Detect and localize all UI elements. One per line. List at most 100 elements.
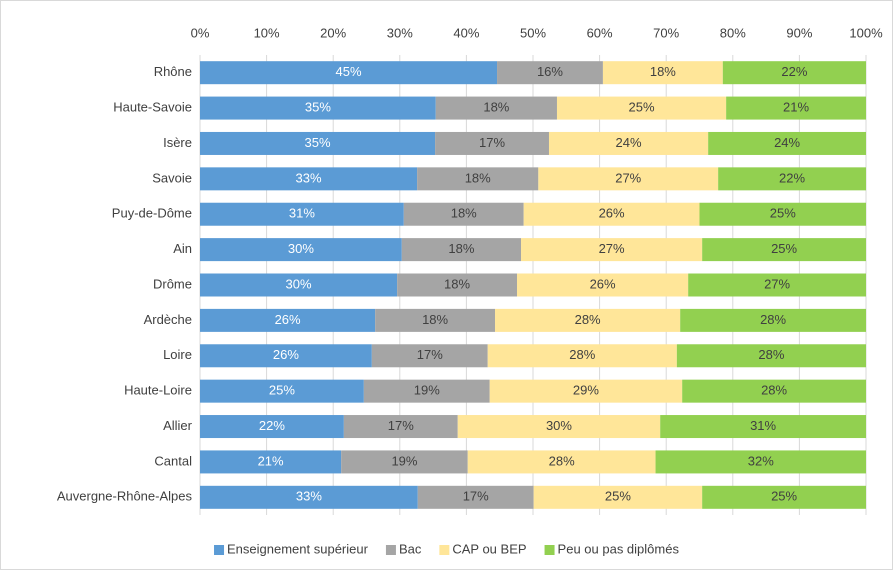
legend-swatch (385, 545, 396, 555)
data-label: 31% (750, 418, 776, 433)
bar-segment (533, 485, 703, 509)
data-label: 17% (417, 347, 443, 362)
bar-segment (200, 96, 436, 120)
bar-segment (371, 344, 488, 368)
x-tick-label: 60% (587, 25, 613, 40)
bar-segment (487, 344, 677, 368)
bar-segment (708, 131, 866, 155)
bar-segment (200, 131, 436, 155)
bar-segment (702, 485, 866, 509)
bar-segment (403, 202, 524, 226)
data-label: 18% (444, 276, 470, 291)
y-tick-label: Isère (163, 135, 192, 150)
bar-segment (341, 450, 468, 474)
data-label: 26% (590, 276, 616, 291)
data-label: 27% (599, 241, 625, 256)
data-label: 24% (774, 135, 800, 150)
bar-segment (417, 167, 539, 191)
bar-segment (363, 379, 490, 403)
bar-segment (556, 96, 727, 120)
data-label: 17% (479, 135, 505, 150)
x-tick-label: 70% (653, 25, 679, 40)
legend-label: Enseignement supérieur (227, 541, 369, 556)
bar-segment (200, 415, 344, 439)
bar-segment (680, 308, 866, 332)
x-tick-label: 50% (520, 25, 546, 40)
y-tick-label: Allier (163, 418, 193, 433)
bar-segment (521, 238, 703, 262)
data-label: 31% (289, 206, 315, 221)
bar-segment (548, 131, 709, 155)
data-label: 28% (761, 383, 787, 398)
data-label: 29% (573, 383, 599, 398)
bar-segment (676, 344, 866, 368)
bar-segment (718, 167, 866, 191)
x-tick-label: 100% (849, 25, 883, 40)
bar-segment (602, 61, 723, 85)
bar-segment (655, 450, 866, 474)
x-tick-label: 40% (453, 25, 479, 40)
y-tick-label: Ardèche (144, 312, 192, 327)
y-tick-label: Drôme (153, 276, 192, 291)
bar-segment (200, 61, 498, 85)
y-tick-label: Haute-Loire (124, 383, 192, 398)
data-label: 25% (771, 489, 797, 504)
bar-segment (435, 96, 557, 120)
data-label: 24% (616, 135, 642, 150)
bar-segment (688, 273, 866, 297)
legend-label: CAP ou BEP (452, 541, 526, 556)
bar-segment (375, 308, 496, 332)
bar-segment (489, 379, 683, 403)
data-label: 30% (286, 276, 312, 291)
bar-segment (435, 131, 549, 155)
bar-segment (200, 450, 342, 474)
bar-segment (699, 202, 866, 226)
data-label: 25% (770, 206, 796, 221)
data-label: 21% (783, 100, 809, 115)
y-tick-label: Puy-de-Dôme (112, 206, 192, 221)
data-label: 25% (629, 100, 655, 115)
bar-segment (200, 238, 402, 262)
data-label: 28% (549, 453, 575, 468)
data-label: 26% (273, 347, 299, 362)
bar-segment (702, 238, 866, 262)
bar-segment (660, 415, 866, 439)
data-label: 30% (546, 418, 572, 433)
data-label: 33% (296, 489, 322, 504)
data-label: 22% (781, 64, 807, 79)
y-tick-label: Auvergne-Rhône-Alpes (57, 489, 193, 504)
bar-segment (497, 61, 603, 85)
bar-segment (200, 273, 398, 297)
data-label: 18% (422, 312, 448, 327)
data-label: 25% (605, 489, 631, 504)
data-label: 25% (771, 241, 797, 256)
bar-segment (200, 485, 418, 509)
legend-swatch (214, 545, 225, 555)
bar-segment (200, 202, 404, 226)
data-label: 28% (575, 312, 601, 327)
data-label: 16% (537, 64, 563, 79)
legend-swatch (439, 545, 450, 555)
data-label: 28% (760, 312, 786, 327)
data-label: 17% (388, 418, 414, 433)
data-label: 18% (451, 206, 477, 221)
data-label: 45% (336, 64, 362, 79)
bar-segment (467, 450, 656, 474)
bar-segment (722, 61, 866, 85)
bar-segment (397, 273, 518, 297)
data-label: 25% (269, 383, 295, 398)
data-label: 18% (465, 170, 491, 185)
y-tick-label: Haute-Savoie (113, 100, 192, 115)
bar-segment (200, 344, 372, 368)
data-label: 32% (748, 453, 774, 468)
legend-label: Peu ou pas diplômés (558, 541, 680, 556)
data-label: 22% (779, 170, 805, 185)
data-label: 35% (305, 135, 331, 150)
data-label: 17% (463, 489, 489, 504)
data-label: 26% (275, 312, 301, 327)
x-tick-label: 10% (254, 25, 280, 40)
data-label: 28% (569, 347, 595, 362)
bar-segment (200, 167, 418, 191)
x-tick-label: 80% (720, 25, 746, 40)
data-label: 18% (650, 64, 676, 79)
